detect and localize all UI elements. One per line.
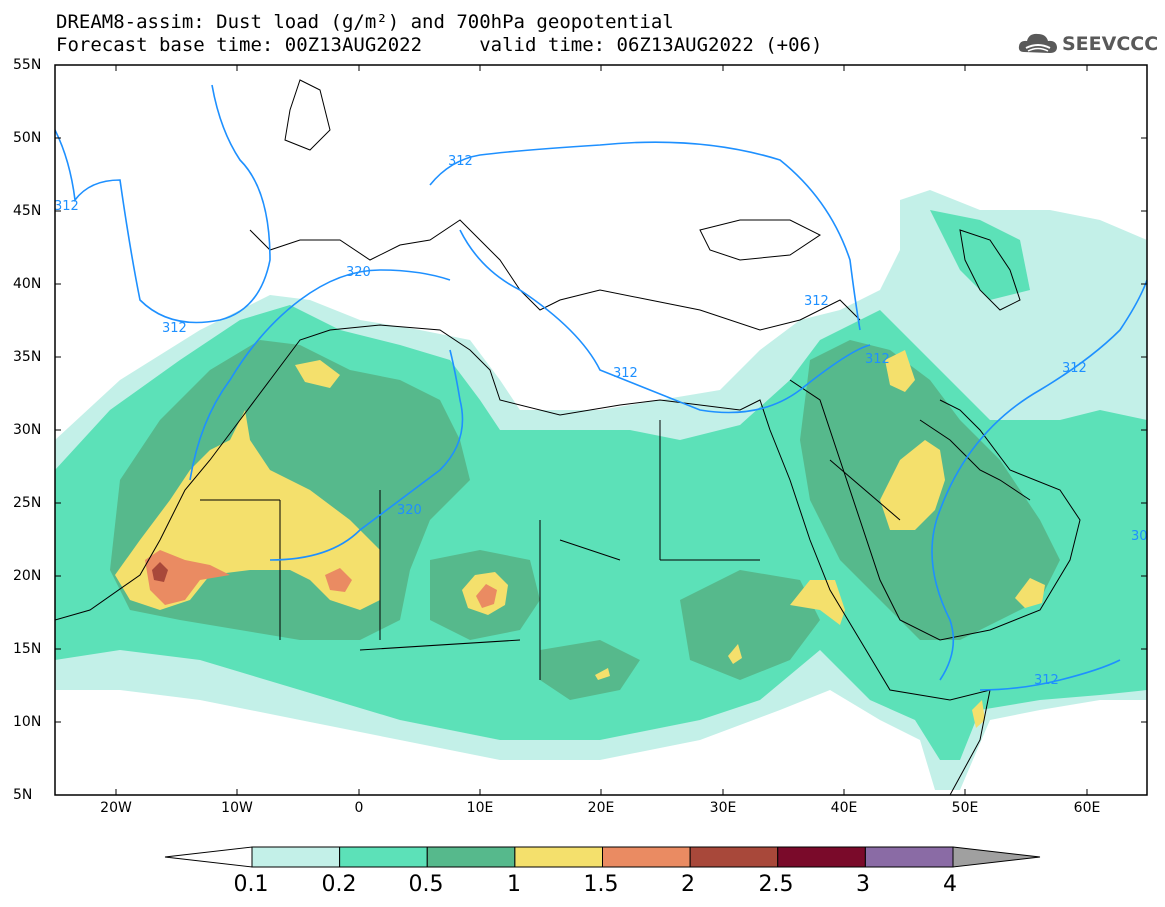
lat-label: 20N (13, 568, 42, 584)
contour-label: 312 (1034, 673, 1059, 688)
colorbar-label: 0.5 (408, 872, 444, 897)
dust-field-1-somalia (972, 700, 985, 728)
dust-field-1-chad (595, 668, 610, 680)
contour-label: 30 (1131, 529, 1148, 544)
lat-label: 40N (13, 276, 42, 292)
coastline-europe (249, 219, 861, 331)
lon-label: 10E (466, 800, 494, 816)
lon-label: 20W (100, 800, 132, 816)
lat-label: 30N (13, 422, 42, 438)
contour-312-sahara (459, 229, 871, 414)
contour-label: 312 (613, 366, 638, 381)
contour-312-med (429, 141, 861, 331)
contour-label: 312 (1062, 361, 1087, 376)
contour-312-west (55, 84, 271, 324)
coastline-arabia (789, 379, 1081, 641)
dust-field-2 (152, 562, 168, 582)
colorbar-label: 1.5 (583, 872, 619, 897)
coastline-persian-gulf (919, 419, 1031, 501)
contour-label: 320 (397, 503, 422, 518)
lon-label: 60E (1073, 800, 1101, 816)
geopotential-contours (55, 84, 1147, 691)
dust-field-0-5-sudan (680, 570, 820, 680)
coastline-black-sea (699, 219, 821, 261)
lat-label: 35N (13, 349, 42, 365)
border-lines (200, 420, 901, 680)
dust-fields (55, 190, 1147, 790)
colorbar-label: 0.2 (321, 872, 357, 897)
contour-312-arabia (931, 279, 1147, 681)
dust-field-1-iraq (885, 350, 915, 392)
lat-label: 25N (13, 495, 42, 511)
colorbar-label: 0.1 (233, 872, 269, 897)
dust-field-0-2-caspian (930, 210, 1030, 300)
contour-label: 312 (865, 352, 890, 367)
contour-label: 312 (804, 294, 829, 309)
contour-label: 312 (54, 199, 79, 214)
contour-320-west (189, 269, 451, 481)
lat-label: 50N (13, 130, 42, 146)
dust-field-1-oman (1015, 578, 1045, 608)
lon-label: 20E (587, 800, 615, 816)
colorbar-label: 2 (681, 872, 695, 897)
colorbar-label: 4 (943, 872, 957, 897)
dust-field-1-5-niger (476, 584, 497, 608)
dust-field-1-arabia (880, 440, 945, 530)
lat-label: 5N (13, 787, 33, 803)
contour-label: 312 (448, 154, 473, 169)
axis-ticks (55, 64, 1147, 796)
contour-312-india (979, 659, 1121, 691)
lat-label: 10N (13, 714, 42, 730)
lon-label: 10W (221, 800, 253, 816)
dust-field-0-5-chad (540, 640, 640, 700)
contour-labels: 312 312 320 312 312 312 320 312 312 312 … (54, 154, 1148, 688)
lat-label: 55N (13, 57, 42, 73)
cloud-logo-icon (1018, 33, 1057, 53)
colorbar-label: 2.5 (758, 872, 794, 897)
logo-text: SEEVCCC (1062, 33, 1159, 55)
lon-label: 40E (830, 800, 858, 816)
contour-label: 312 (162, 321, 187, 336)
lon-label: 0 (354, 800, 364, 816)
dust-field-1-5 (145, 550, 230, 605)
coastline-africa (55, 324, 991, 795)
lat-label: 15N (13, 641, 42, 657)
lon-label: 30E (709, 800, 737, 816)
dust-field-1-sudan (728, 644, 742, 664)
coastline-uk (284, 79, 331, 151)
coastlines (55, 79, 1081, 795)
dust-field-1-5-mali (325, 568, 352, 592)
colorbar-label: 1 (507, 872, 521, 897)
chart-subtitle: Forecast base time: 00Z13AUG2022 valid t… (56, 34, 823, 56)
lat-label: 45N (13, 203, 42, 219)
contour-label: 320 (346, 265, 371, 280)
dust-field-1-morocco (295, 360, 340, 388)
lon-label: 50E (951, 800, 979, 816)
chart-title: DREAM8-assim: Dust load (g/m²) and 700hP… (56, 11, 674, 33)
contour-320-central (269, 349, 464, 561)
colorbar-label: 3 (856, 872, 870, 897)
coastline-caspian (959, 229, 1021, 311)
seevccc-logo: SEEVCCC (1016, 26, 1159, 60)
